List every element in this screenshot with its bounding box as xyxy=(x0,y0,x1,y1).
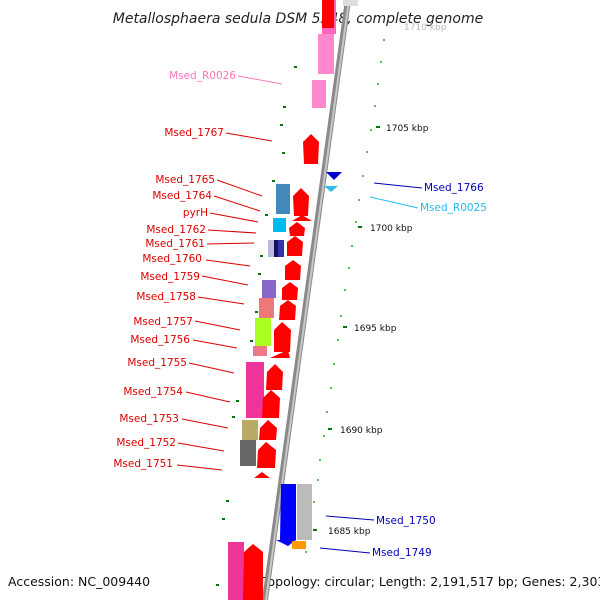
label-msed-1759[interactable]: Msed_1759 xyxy=(140,271,200,283)
label-leader-lines xyxy=(176,75,423,554)
tick-label-1695: 1695 kbp xyxy=(354,324,397,334)
label-msed-1758[interactable]: Msed_1758 xyxy=(136,291,196,303)
label-msed-r0025[interactable]: Msed_R0025 xyxy=(420,202,487,214)
feature-block-magenta xyxy=(246,362,264,418)
tick-label-1685: 1685 kbp xyxy=(328,527,371,537)
label-msed-1755[interactable]: Msed_1755 xyxy=(127,357,187,369)
tick-label-1690: 1690 kbp xyxy=(340,426,383,436)
tick-label-1705: 1705 kbp xyxy=(386,124,429,134)
label-msed-1750[interactable]: Msed_1750 xyxy=(376,515,436,527)
reverse-cds-ring xyxy=(276,0,358,549)
tick-label-1700: 1700 kbp xyxy=(370,224,413,234)
feature-block-olive xyxy=(242,420,258,440)
feature-block-navy xyxy=(274,240,279,257)
label-msed-1757[interactable]: Msed_1757 xyxy=(133,316,193,328)
label-msed-1761[interactable]: Msed_1761 xyxy=(145,238,205,250)
gene-labels: Msed_R0026 Msed_1767 Msed_1765 Msed_1764… xyxy=(113,70,487,559)
map-title: Metallosphaera sedula DSM 5348, complete… xyxy=(113,11,483,27)
genome-summary-text: Topology: circular; Length: 2,191,517 bp… xyxy=(261,574,600,589)
feature-block-pink xyxy=(318,34,334,74)
label-msed-1765[interactable]: Msed_1765 xyxy=(155,174,215,186)
label-msed-1762[interactable]: Msed_1762 xyxy=(146,224,206,236)
feature-block-gray xyxy=(240,440,256,466)
feature-block-blue xyxy=(276,184,290,214)
gc-content-ticks xyxy=(216,66,297,586)
feature-block-lime xyxy=(255,318,271,346)
feature-block-magenta-bottom xyxy=(228,542,244,600)
label-msed-1754[interactable]: Msed_1754 xyxy=(123,386,183,398)
label-msed-1753[interactable]: Msed_1753 xyxy=(119,413,179,425)
label-msed-r0026[interactable]: Msed_R0026 xyxy=(169,70,236,82)
label-msed-1752[interactable]: Msed_1752 xyxy=(116,437,176,449)
feature-block-cyan xyxy=(273,218,286,232)
label-pyrh[interactable]: pyrH xyxy=(183,207,208,219)
feature-block-salmon xyxy=(259,298,274,318)
feature-block-indigo xyxy=(278,240,284,257)
ruler: 1705 kbp 1700 kbp 1695 kbp 1690 kbp 1685… xyxy=(313,124,429,537)
label-msed-1760[interactable]: Msed_1760 xyxy=(142,253,202,265)
label-msed-1766[interactable]: Msed_1766 xyxy=(424,182,484,194)
label-msed-1751[interactable]: Msed_1751 xyxy=(113,458,173,470)
outer-dotted-ring xyxy=(305,39,385,553)
accession-text: Accession: NC_009440 xyxy=(8,574,150,589)
tick-label-top-cut: 1710 kbp xyxy=(404,23,447,33)
feature-block-purple xyxy=(262,280,276,298)
label-msed-1749[interactable]: Msed_1749 xyxy=(372,547,432,559)
forward-cds-ring xyxy=(243,0,334,600)
feature-block-rose xyxy=(253,346,267,356)
backbone xyxy=(262,0,351,600)
label-msed-1764[interactable]: Msed_1764 xyxy=(152,190,212,202)
label-msed-1756[interactable]: Msed_1756 xyxy=(130,334,190,346)
feature-block-lavender xyxy=(268,240,274,257)
label-msed-1767[interactable]: Msed_1767 xyxy=(164,127,224,139)
